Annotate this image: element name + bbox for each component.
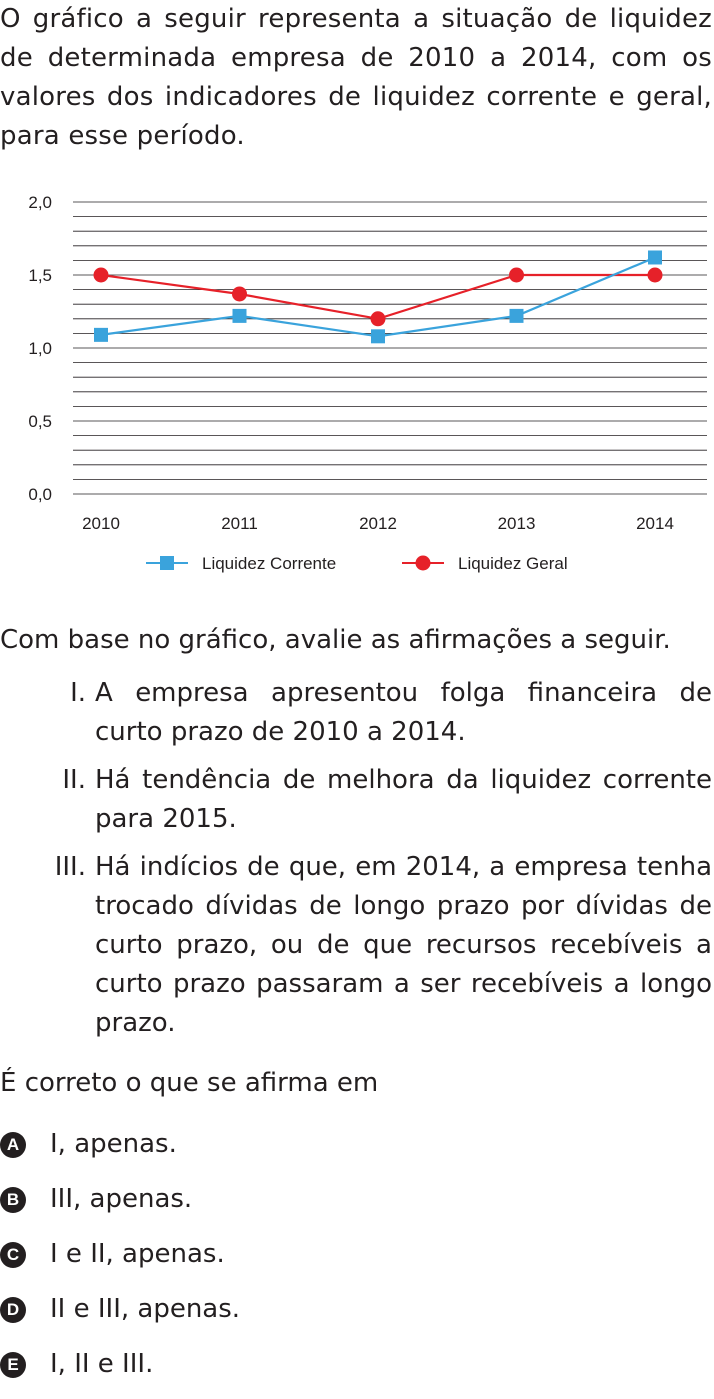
data-point-square [509, 308, 524, 323]
statement-2: II. Há tendência de melhora da liquidez … [0, 761, 712, 839]
x-tick-label: 2013 [498, 514, 536, 533]
y-tick-label: 1,0 [28, 339, 52, 358]
option-text: II e III, apenas. [50, 1294, 241, 1324]
option-text: I e II, apenas. [50, 1239, 225, 1269]
data-point-circle [232, 286, 247, 302]
statement-number: II. [62, 765, 86, 795]
option-letter-badge: C [0, 1242, 26, 1268]
x-tick-label: 2010 [82, 514, 120, 533]
option-text: III, apenas. [50, 1184, 193, 1214]
x-tick-label: 2012 [359, 514, 397, 533]
statement-number: III. [54, 852, 86, 882]
data-point-square [94, 327, 108, 342]
data-point-circle [509, 267, 524, 283]
prompt-text: Com base no gráfico, avalie as afirmaçõe… [0, 625, 671, 655]
data-point-square [371, 329, 385, 344]
question-text: É correto o que se afirma em [0, 1068, 379, 1098]
option-letter-badge: E [0, 1352, 26, 1378]
data-point-square [232, 308, 247, 323]
y-tick-label: 1,5 [28, 266, 52, 285]
option-letter-badge: B [0, 1187, 26, 1213]
statement-list: I. A empresa apresentou folga financeira… [0, 674, 712, 1052]
statement-text: Há tendência de melhora da liquidez corr… [95, 765, 712, 834]
data-point-circle [370, 311, 386, 327]
y-tick-label: 0,5 [28, 412, 52, 431]
y-tick-label: 0,0 [28, 485, 52, 504]
liquidity-line-chart: 0,0 0,5 1,0 1,5 2,0 2010 2011 2012 2013 2014 Liqui… [28, 193, 707, 573]
legend-marker-square [160, 556, 174, 570]
data-point-square [648, 250, 662, 265]
statement-text: A empresa apresentou folga financeira de… [95, 678, 712, 747]
option-text: I, apenas. [50, 1129, 177, 1159]
legend-label: Liquidez Geral [458, 554, 568, 573]
x-tick-label: 2014 [636, 514, 674, 533]
data-point-circle [93, 267, 109, 283]
option-letter-badge: A [0, 1132, 26, 1158]
statement-text: Há indícios de que, em 2014, a empresa t… [95, 852, 712, 1038]
statement-1: I. A empresa apresentou folga financeira… [0, 674, 712, 752]
option-text: I, II e III. [50, 1349, 154, 1379]
legend-marker-circle [415, 555, 431, 571]
x-tick-label: 2011 [221, 514, 258, 533]
intro-text: O gráfico a seguir representa a situação… [0, 4, 712, 151]
statement-3: III. Há indícios de que, em 2014, a empr… [0, 848, 712, 1043]
statement-number: I. [70, 678, 86, 708]
legend-label: Liquidez Corrente [202, 554, 336, 573]
y-tick-label: 2,0 [28, 193, 52, 212]
option-letter-badge: D [0, 1297, 26, 1323]
data-point-circle [647, 267, 663, 283]
